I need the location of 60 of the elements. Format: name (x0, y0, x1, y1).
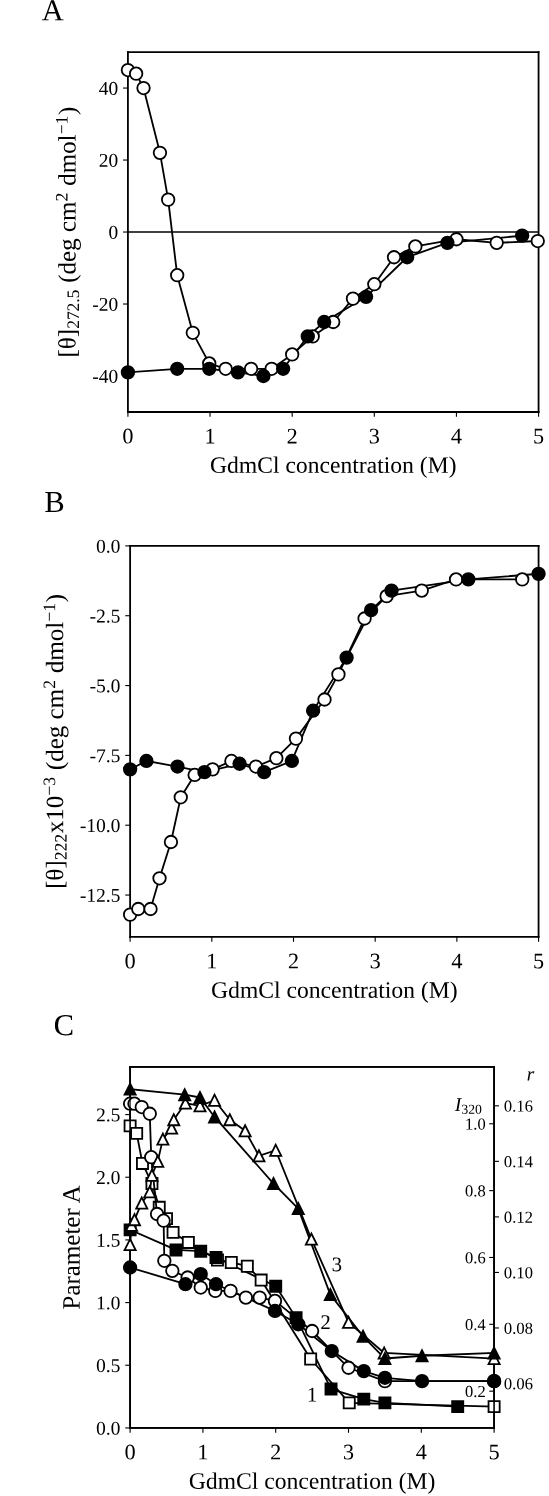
x-tick-label: 3 (370, 953, 380, 969)
y2-tick-label: 0.2 (465, 1385, 485, 1398)
y3-tick-label: 0.06 (504, 1378, 533, 1390)
annotation: 1 (308, 1387, 317, 1402)
y3-tick-label: 0.14 (504, 1156, 533, 1168)
y2-tick-label: 0.4 (465, 1319, 486, 1331)
y-tick-label: 0.0 (96, 1421, 120, 1435)
chart-title: B (45, 492, 64, 513)
y-tick-label: 2.0 (96, 1171, 120, 1185)
x-tick-label: 2 (271, 1444, 281, 1460)
annotation: 3 (332, 1257, 342, 1272)
y-tick-label: 1.5 (97, 1233, 120, 1247)
y-tick-label: 0.0 (96, 539, 120, 553)
x-tick-label: 5 (534, 953, 544, 969)
x-tick-label: 4 (416, 1444, 427, 1460)
x-tick-label: 4 (451, 953, 463, 969)
x-tick-label: 1 (206, 428, 215, 444)
y-tick-label: 1.0 (97, 1296, 120, 1310)
x-axis-title: GdmCl concentration (M) (212, 981, 457, 1003)
y-tick-label: 0.5 (96, 1359, 120, 1373)
y2-tick-label: 0.6 (465, 1252, 486, 1264)
y-tick-label: 2.5 (96, 1108, 120, 1122)
y3-tick-label: 0.10 (504, 1267, 533, 1279)
y3-tick-label: 0.08 (504, 1322, 533, 1334)
y-tick-label: -5.0 (90, 679, 120, 693)
y-tick-label: 20 (99, 153, 118, 167)
x-tick-label: 4 (451, 428, 462, 444)
y-tick-label: 0 (109, 225, 118, 239)
y3-tick-label: 0.16 (504, 1100, 533, 1112)
x-tick-label: 1 (199, 1444, 208, 1460)
x-tick-label: 1 (208, 953, 217, 969)
chart-title: C (54, 1014, 73, 1036)
annotation: 2 (321, 1315, 330, 1329)
x-tick-label: 2 (288, 953, 298, 969)
y-tick-label: -12.5 (80, 888, 120, 903)
y2-tick-label: 1.0 (466, 1118, 486, 1130)
x-tick-label: 5 (534, 428, 544, 444)
y3-tick-label: 0.12 (504, 1211, 533, 1223)
y3-axis-title: r (527, 1071, 535, 1081)
x-tick-label: 0 (125, 1444, 135, 1460)
y2-tick-label: 0.8 (465, 1185, 486, 1197)
y-axis-title: Parameter A (63, 1185, 80, 1309)
y-axis-title: [θ]$_{272.5}$ (deg cm$^{2}$ dmol$^{−1}$) (55, 107, 81, 356)
y-tick-label: 40 (99, 81, 118, 95)
x-tick-label: 3 (369, 428, 379, 444)
y-tick-label: -7.5 (90, 749, 120, 763)
y-tick-label: -40 (93, 369, 118, 383)
chart-title: A (41, 0, 64, 21)
y-tick-label: -20 (93, 297, 118, 311)
x-tick-label: 0 (125, 953, 135, 969)
x-axis-title: GdmCl concentration (M) (189, 1472, 435, 1494)
x-tick-label: 3 (344, 1444, 354, 1460)
y2-axis-title: I$_{320}$ (454, 1098, 482, 1114)
x-axis-title: GdmCl concentration (M) (210, 456, 456, 478)
x-tick-label: 5 (489, 1444, 499, 1460)
x-tick-label: 0 (123, 428, 133, 444)
text: [θ]$_{222}$x10$^{−3}$ (deg cm$^{2}$ dmol$^{−1}$) (43, 595, 69, 888)
y-tick-label: -10.0 (80, 819, 120, 833)
y-tick-label: -2.5 (90, 609, 120, 623)
x-tick-label: 2 (287, 428, 297, 444)
